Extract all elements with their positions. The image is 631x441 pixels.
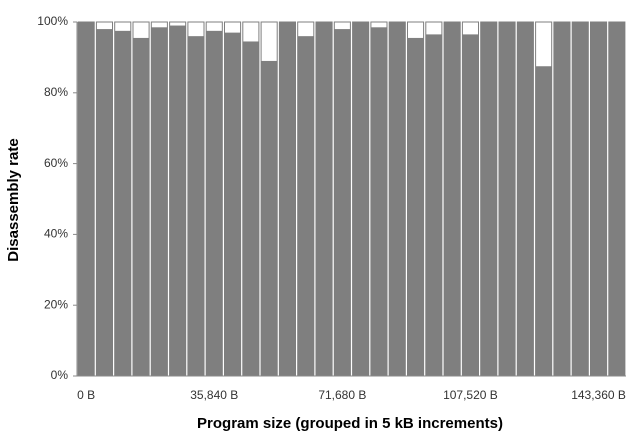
bar: [553, 22, 571, 376]
bar: [279, 22, 296, 376]
bar: [370, 27, 388, 377]
bar: [224, 32, 241, 377]
bar: [78, 22, 95, 376]
x-tick-label: 107,520 B: [443, 388, 498, 402]
bar: [517, 22, 534, 376]
bar: [590, 22, 607, 376]
bar: [462, 34, 479, 376]
y-tick-label: 0%: [51, 368, 69, 382]
bar: [169, 25, 186, 376]
bar: [187, 36, 205, 376]
bar: [352, 22, 369, 376]
x-axis-title: Program size (grouped in 5 kB increments…: [197, 415, 503, 432]
x-tick-label: 71,680 B: [318, 388, 366, 402]
bar: [608, 22, 625, 376]
bar: [114, 30, 131, 376]
y-tick-label: 80%: [44, 85, 68, 99]
bar: [498, 22, 516, 376]
bar: [407, 37, 424, 377]
x-tick-label: 0 B: [77, 388, 95, 402]
bar: [96, 29, 113, 377]
y-tick-label: 40%: [44, 227, 68, 241]
bar: [425, 34, 442, 376]
bar: [132, 37, 150, 377]
x-tick-label: 143,360 B: [571, 388, 626, 402]
y-tick-label: 20%: [44, 297, 68, 311]
bar: [151, 27, 168, 377]
x-tick-label: 35,840 B: [190, 388, 238, 402]
bar: [242, 41, 259, 376]
y-tick-label: 100%: [37, 14, 68, 28]
bar: [535, 66, 552, 376]
bar: [572, 22, 589, 376]
bar: [444, 22, 461, 376]
bar: [480, 22, 497, 376]
bar: [206, 30, 223, 376]
bar: [297, 36, 314, 376]
bar: [315, 22, 333, 376]
bar: [334, 29, 351, 377]
bar: [389, 22, 406, 376]
bar: [261, 60, 278, 376]
y-tick-label: 60%: [44, 156, 68, 170]
y-axis-title: Disassembly rate: [5, 138, 22, 261]
